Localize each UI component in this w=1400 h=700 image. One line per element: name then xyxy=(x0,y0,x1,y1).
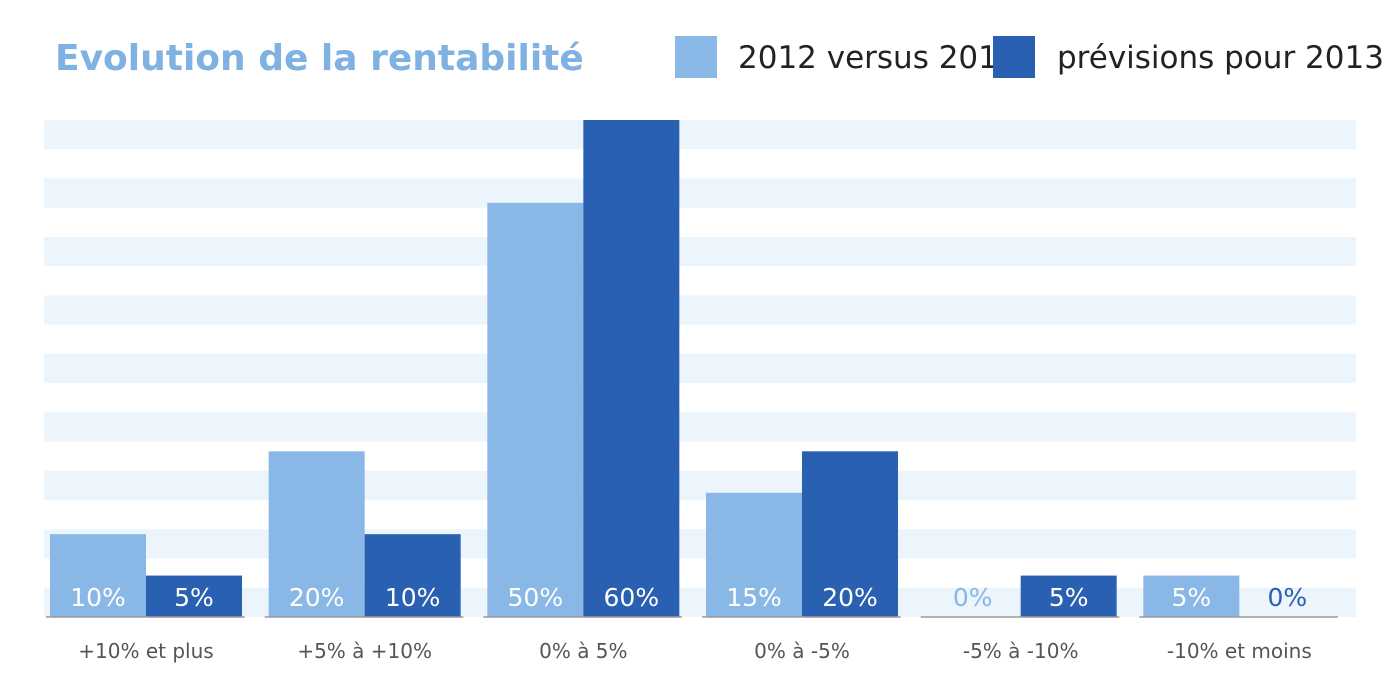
bar-2012 xyxy=(50,534,146,617)
bar-value-label: 60% xyxy=(604,583,660,612)
category-label: 0% à -5% xyxy=(754,639,850,663)
bar-value-label: 50% xyxy=(508,583,564,612)
category-label: -10% et moins xyxy=(1167,639,1312,663)
bar-2013 xyxy=(1020,575,1117,617)
grid-band xyxy=(44,120,1356,150)
chart-title: Evolution de la rentabilité xyxy=(55,38,584,79)
bar-2013 xyxy=(802,451,898,617)
grid-band xyxy=(44,412,1356,442)
bar-value-label: 10% xyxy=(385,583,441,612)
category-label: 0% à 5% xyxy=(539,639,627,663)
bar-value-label: 20% xyxy=(289,583,345,612)
category-label: -5% à -10% xyxy=(963,639,1079,663)
grid-band xyxy=(44,587,1356,617)
bar-2012 xyxy=(706,492,802,617)
grid-band xyxy=(44,353,1356,384)
grid-band xyxy=(44,470,1356,501)
legend-label-2012: 2012 versus 2011 xyxy=(738,40,1018,76)
bar-value-label: 5% xyxy=(1049,583,1089,612)
grid-band xyxy=(44,178,1356,208)
category-label: +5% à +10% xyxy=(297,639,432,663)
bar-value-label: 0% xyxy=(953,583,993,612)
grid-band xyxy=(44,529,1356,559)
bar-value-label: 5% xyxy=(174,583,214,612)
legend-label-2013: prévisions pour 2013 xyxy=(1057,40,1384,76)
grid-band xyxy=(44,295,1356,325)
bar-value-label: 0% xyxy=(1267,583,1307,612)
bar-2013 xyxy=(146,575,242,617)
bar-value-label: 5% xyxy=(1171,583,1211,612)
bar-value-label: 10% xyxy=(70,583,126,612)
grid-band xyxy=(44,236,1356,267)
bar-2012 xyxy=(487,202,584,617)
bar-value-label: 20% xyxy=(822,583,878,612)
bar-2013 xyxy=(364,534,461,617)
legend-swatch-2013 xyxy=(993,36,1035,78)
legend-swatch-2012 xyxy=(675,36,717,78)
bar-2012 xyxy=(268,451,365,617)
category-label: +10% et plus xyxy=(78,639,213,663)
bar-value-label: 15% xyxy=(726,583,782,612)
bar-2013 xyxy=(583,120,680,617)
bar-2012 xyxy=(1143,575,1240,617)
